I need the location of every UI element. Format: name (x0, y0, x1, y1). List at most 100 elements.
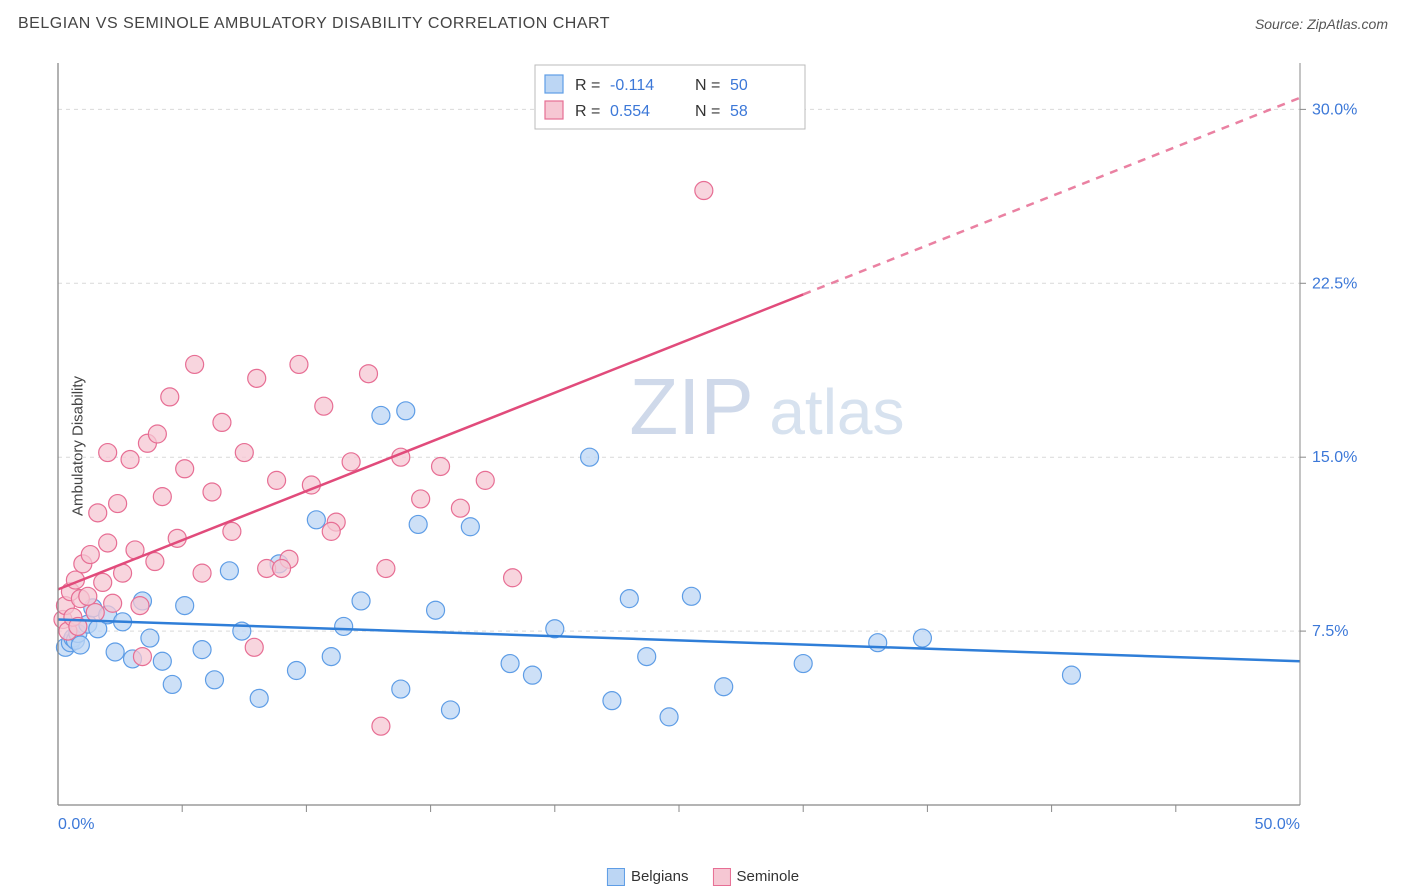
data-point (290, 355, 308, 373)
data-point (603, 692, 621, 710)
chart-area: ZIPatlas 0.0% 50.0% 7.5% 15.0% 22.5% 30.0% R =-… (50, 55, 1370, 845)
data-point (205, 671, 223, 689)
data-point (213, 413, 231, 431)
data-point (715, 678, 733, 696)
data-point (869, 634, 887, 652)
data-point (176, 460, 194, 478)
stats-swatch (545, 75, 563, 93)
data-point (94, 573, 112, 591)
data-point (412, 490, 430, 508)
data-point (203, 483, 221, 501)
legend-swatch (607, 868, 625, 886)
stats-n-label: N = (695, 103, 720, 120)
scatter-plot: ZIPatlas 0.0% 50.0% 7.5% 15.0% 22.5% 30.0% R =-… (50, 55, 1370, 845)
data-point (248, 369, 266, 387)
data-point (913, 629, 931, 647)
data-point (163, 675, 181, 693)
legend-label: Belgians (631, 868, 689, 885)
legend-item: Belgians (607, 868, 689, 886)
data-point (121, 451, 139, 469)
data-point (99, 534, 117, 552)
data-point (377, 559, 395, 577)
legend-item: Seminole (713, 868, 800, 886)
header: BELGIAN VS SEMINOLE AMBULATORY DISABILIT… (0, 0, 1406, 40)
data-point (682, 587, 700, 605)
data-point (409, 515, 427, 533)
data-point (220, 562, 238, 580)
legend-swatch (713, 868, 731, 886)
data-point (794, 655, 812, 673)
data-point (106, 643, 124, 661)
data-point (427, 601, 445, 619)
data-point (99, 444, 117, 462)
data-point (360, 365, 378, 383)
data-point (695, 182, 713, 200)
data-point (268, 471, 286, 489)
data-point (504, 569, 522, 587)
source-name: ZipAtlas.com (1307, 16, 1388, 32)
x-axis-label: 0.0% (58, 816, 94, 833)
y-axis-label: 15.0% (1312, 449, 1357, 466)
stats-r-label: R = (575, 103, 600, 120)
data-point (223, 522, 241, 540)
data-point (581, 448, 599, 466)
data-point (392, 680, 410, 698)
data-point (161, 388, 179, 406)
data-point (660, 708, 678, 726)
stats-n-value: 50 (730, 77, 748, 94)
data-point (441, 701, 459, 719)
stats-swatch (545, 101, 563, 119)
data-point (476, 471, 494, 489)
data-point (620, 590, 638, 608)
data-point (273, 559, 291, 577)
data-point (245, 638, 263, 656)
data-point (176, 597, 194, 615)
watermark-atlas: atlas (769, 376, 904, 448)
data-point (451, 499, 469, 517)
data-point (342, 453, 360, 471)
y-axis-label: 22.5% (1312, 275, 1357, 292)
data-point (372, 717, 390, 735)
data-point (352, 592, 370, 610)
data-point (322, 648, 340, 666)
stats-r-label: R = (575, 77, 600, 94)
data-point (1062, 666, 1080, 684)
stats-r-value: 0.554 (610, 103, 650, 120)
data-point (89, 504, 107, 522)
data-point (523, 666, 541, 684)
trend-line (58, 620, 1300, 662)
data-point (315, 397, 333, 415)
data-point (322, 522, 340, 540)
data-point (133, 648, 151, 666)
data-point (461, 518, 479, 536)
bottom-legend: Belgians Seminole (607, 868, 799, 886)
legend-label: Seminole (737, 868, 800, 885)
data-point (397, 402, 415, 420)
data-point (81, 546, 99, 564)
source-prefix: Source: (1255, 16, 1307, 32)
data-point (141, 629, 159, 647)
data-point (638, 648, 656, 666)
data-point (153, 652, 171, 670)
data-point (146, 553, 164, 571)
data-point (193, 641, 211, 659)
data-point (186, 355, 204, 373)
x-axis-label: 50.0% (1255, 816, 1300, 833)
data-point (104, 594, 122, 612)
data-point (86, 604, 104, 622)
stats-n-label: N = (695, 77, 720, 94)
data-point (71, 636, 89, 654)
watermark-zip: ZIP (629, 362, 753, 451)
data-point (372, 406, 390, 424)
data-point (148, 425, 166, 443)
trend-line-dashed (803, 98, 1300, 295)
data-point (193, 564, 211, 582)
data-point (235, 444, 253, 462)
stats-r-value: -0.114 (610, 77, 654, 94)
y-axis-label: 30.0% (1312, 101, 1357, 118)
data-point (79, 587, 97, 605)
source-citation: Source: ZipAtlas.com (1255, 16, 1388, 32)
data-point (307, 511, 325, 529)
y-axis-label: 7.5% (1312, 623, 1348, 640)
data-point (432, 457, 450, 475)
